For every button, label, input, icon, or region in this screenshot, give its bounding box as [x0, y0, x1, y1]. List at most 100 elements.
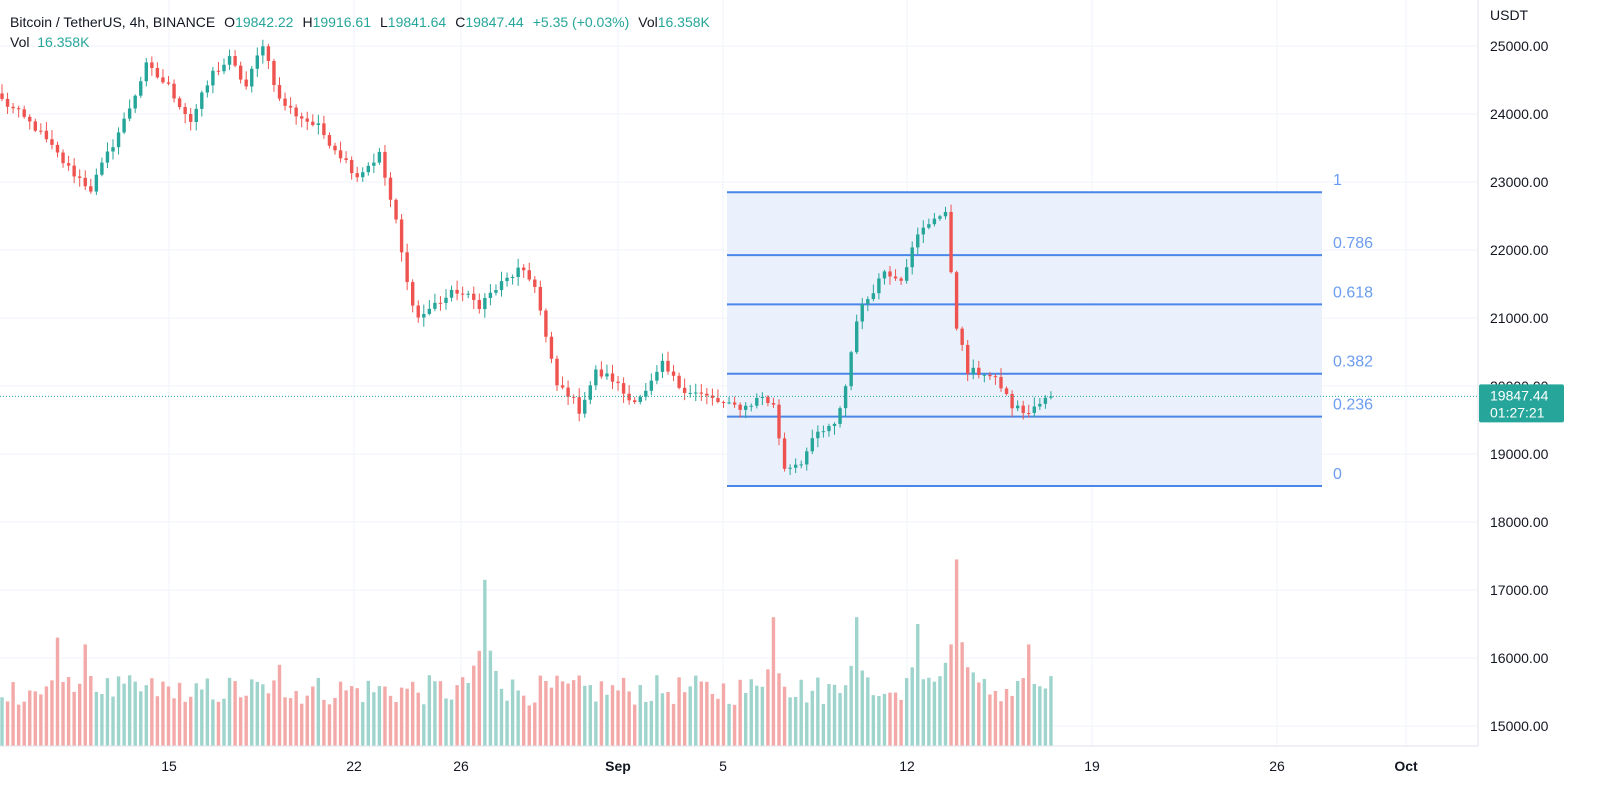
candle-body [488, 292, 493, 298]
volume-bar [810, 690, 814, 746]
candle-body [799, 464, 803, 466]
candle-body [1015, 405, 1020, 409]
volume-bar [133, 681, 137, 746]
candle-body [954, 272, 959, 329]
volume-bar [83, 644, 87, 746]
fibonacci-retracement[interactable]: 1 0.786 0.618 0.382 0.236 0 [727, 172, 1373, 487]
volume-bar [344, 690, 348, 746]
price-tick-label: 16000.00 [1490, 650, 1549, 666]
candle-body [921, 227, 925, 235]
candle-body [638, 396, 642, 403]
candle-body [388, 177, 393, 200]
candle-body [33, 121, 37, 131]
price-tick-label: 19000.00 [1490, 446, 1549, 462]
candle-body [139, 81, 143, 96]
candle-body [305, 118, 309, 122]
volume-bar [527, 705, 531, 746]
candle-body [843, 386, 848, 409]
legend-symbol[interactable]: Bitcoin / TetherUS, 4h, BINANCE [10, 14, 216, 30]
volume-bar [433, 681, 437, 746]
candle-body [5, 98, 10, 107]
volume-bar [116, 676, 121, 746]
volume-bar [244, 695, 248, 746]
candle-body [832, 423, 837, 426]
volume-bar [444, 698, 448, 746]
candle-body [633, 400, 637, 403]
volume-bar [638, 685, 642, 746]
volume-bar [111, 696, 115, 746]
volume-bar [155, 696, 160, 746]
volume-bar [216, 701, 221, 746]
candle-body [549, 336, 554, 359]
candle-body [533, 279, 537, 287]
candle-body [94, 174, 99, 192]
candle-body [577, 397, 581, 414]
candle-body [300, 116, 304, 119]
candle-body [571, 396, 576, 398]
legend-row-volume[interactable]: Vol 16.358K [10, 32, 719, 52]
volume-bar [22, 701, 26, 746]
candle-body [649, 380, 654, 391]
candle-body [150, 62, 154, 68]
volume-bar [5, 701, 10, 746]
volume-bar [200, 689, 204, 746]
volume-bar [694, 675, 698, 746]
volume-bar [510, 679, 515, 746]
volume-bar [544, 681, 548, 746]
candle-body [322, 123, 326, 136]
candle-body [605, 373, 609, 377]
volume-bar [666, 691, 670, 746]
candle-body [810, 438, 814, 452]
volume-bar [660, 693, 665, 746]
volume-bar [633, 704, 637, 746]
candle-body [411, 282, 415, 306]
candle-body [877, 278, 881, 294]
candle-body [283, 98, 287, 106]
volume-bar [771, 617, 776, 746]
volume-bar [89, 676, 93, 746]
candle-body [827, 425, 831, 432]
candle-body [194, 108, 198, 122]
volume-bar [177, 682, 182, 746]
volume-bar [166, 686, 171, 746]
fib-level-label: 0.786 [1333, 235, 1373, 252]
candlesticks [0, 39, 1053, 475]
volume-bar [0, 697, 4, 746]
candle-body [932, 218, 937, 225]
candle-body [916, 234, 920, 248]
volume-bar [383, 686, 387, 746]
volume-bar [816, 677, 820, 746]
candle-body [244, 79, 248, 87]
fib-level-label: 0.618 [1333, 284, 1373, 301]
candle-body [472, 293, 476, 300]
legend-open-key: O [224, 14, 236, 30]
candle-body [266, 46, 271, 62]
candle-body [50, 139, 54, 145]
volume-bar [644, 701, 648, 746]
volume-bar [977, 682, 981, 746]
candle-body [727, 402, 731, 404]
price-tick-label: 21000.00 [1490, 310, 1549, 326]
candle-body [655, 371, 659, 381]
volume-bar [910, 667, 914, 746]
candle-body [599, 369, 604, 377]
volume-bar [55, 637, 60, 746]
volume-bar [649, 700, 654, 746]
volume-bar [954, 559, 959, 746]
candle-body [738, 404, 742, 410]
volume-bar [311, 686, 315, 746]
candle-body [821, 431, 826, 433]
candle-body [938, 216, 942, 219]
candle-body [311, 121, 315, 125]
candle-body [466, 293, 470, 295]
volume-bar [594, 701, 598, 746]
candle-body [433, 302, 437, 309]
volume-bar [205, 678, 210, 746]
time-tick-label: 22 [346, 758, 362, 774]
volume-bar [172, 698, 176, 746]
candle-body [205, 85, 210, 93]
volume-bar [416, 692, 420, 746]
candle-body [988, 374, 992, 377]
legend-vol2-value: 16.358K [37, 34, 90, 50]
